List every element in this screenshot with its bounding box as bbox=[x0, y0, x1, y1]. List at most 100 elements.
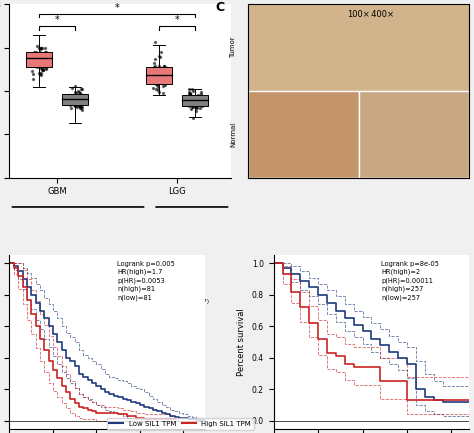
Point bbox=[187, 92, 195, 99]
Point bbox=[152, 74, 159, 81]
Point bbox=[186, 100, 194, 107]
Point bbox=[186, 95, 194, 102]
Point bbox=[193, 100, 201, 107]
Point bbox=[185, 90, 193, 97]
Point bbox=[72, 100, 79, 107]
Point bbox=[37, 59, 45, 66]
Point bbox=[195, 101, 203, 108]
Point bbox=[66, 95, 74, 102]
Point bbox=[79, 92, 86, 99]
Point bbox=[186, 100, 193, 107]
Point bbox=[192, 101, 200, 108]
Point bbox=[152, 56, 159, 63]
Point bbox=[78, 94, 85, 101]
Point bbox=[77, 98, 84, 105]
Point bbox=[187, 92, 195, 99]
Point bbox=[76, 96, 84, 103]
Point bbox=[148, 79, 156, 86]
Point bbox=[150, 71, 157, 78]
Point bbox=[76, 104, 83, 111]
Point bbox=[69, 96, 76, 103]
Point bbox=[69, 100, 77, 107]
Point bbox=[68, 94, 76, 101]
Point bbox=[151, 68, 158, 75]
Point bbox=[74, 93, 82, 100]
Point bbox=[150, 80, 158, 87]
Point bbox=[73, 99, 81, 106]
Point bbox=[198, 95, 205, 102]
Point bbox=[155, 75, 162, 82]
Point bbox=[151, 71, 158, 78]
Point bbox=[149, 65, 157, 72]
Point bbox=[192, 108, 200, 115]
Point bbox=[160, 63, 168, 70]
Text: Normal: Normal bbox=[230, 122, 237, 147]
Point bbox=[30, 60, 37, 67]
Point bbox=[192, 94, 200, 101]
Point bbox=[72, 92, 79, 99]
Point bbox=[65, 96, 73, 103]
Point bbox=[38, 67, 46, 74]
Point bbox=[70, 97, 77, 104]
Y-axis label: Percent survival: Percent survival bbox=[237, 308, 246, 376]
Point bbox=[68, 97, 76, 104]
Point bbox=[30, 53, 37, 60]
Point bbox=[186, 95, 194, 102]
Point bbox=[187, 94, 195, 100]
Point bbox=[155, 76, 163, 83]
Point bbox=[64, 92, 72, 99]
Point bbox=[159, 68, 166, 75]
Point bbox=[191, 102, 198, 109]
Text: *: * bbox=[55, 15, 60, 25]
Point bbox=[41, 44, 49, 51]
Point bbox=[189, 99, 197, 106]
Point bbox=[71, 88, 79, 95]
Point bbox=[78, 104, 85, 111]
Point bbox=[42, 55, 50, 62]
Point bbox=[70, 97, 78, 104]
Point bbox=[185, 93, 193, 100]
Point bbox=[155, 80, 163, 87]
Point bbox=[187, 105, 195, 112]
Text: Logrank p=0.005
HR(high)=1.7
p(HR)=0.0053
n(high)=81
n(low)=81: Logrank p=0.005 HR(high)=1.7 p(HR)=0.005… bbox=[117, 261, 175, 301]
Point bbox=[162, 79, 170, 86]
Point bbox=[157, 73, 164, 80]
Point bbox=[29, 76, 36, 83]
Point bbox=[34, 55, 41, 61]
Point bbox=[157, 69, 164, 76]
Point bbox=[149, 84, 156, 91]
Point bbox=[148, 78, 156, 85]
Point bbox=[157, 74, 165, 81]
Point bbox=[72, 95, 80, 102]
Point bbox=[155, 86, 162, 93]
Point bbox=[157, 64, 164, 71]
Point bbox=[42, 64, 50, 71]
Point bbox=[186, 99, 194, 106]
Point bbox=[186, 89, 194, 96]
Text: *: * bbox=[115, 3, 119, 13]
Point bbox=[43, 50, 50, 57]
Point bbox=[41, 60, 49, 67]
Point bbox=[72, 101, 80, 108]
Bar bbox=[26, 52, 53, 67]
Point bbox=[78, 107, 86, 113]
Point bbox=[35, 55, 43, 62]
Point bbox=[155, 80, 163, 87]
Point bbox=[190, 99, 197, 106]
Point bbox=[192, 93, 200, 100]
Point bbox=[36, 58, 43, 65]
Point bbox=[42, 58, 50, 65]
Point bbox=[198, 97, 205, 103]
Point bbox=[76, 93, 84, 100]
Point bbox=[75, 98, 83, 105]
Point bbox=[188, 95, 195, 102]
Point bbox=[156, 54, 164, 61]
Point bbox=[33, 58, 41, 65]
Point bbox=[187, 97, 195, 103]
Point bbox=[64, 100, 72, 107]
Point bbox=[185, 102, 192, 109]
Point bbox=[33, 48, 40, 55]
Point bbox=[160, 62, 168, 69]
Point bbox=[155, 68, 162, 75]
Point bbox=[193, 96, 201, 103]
